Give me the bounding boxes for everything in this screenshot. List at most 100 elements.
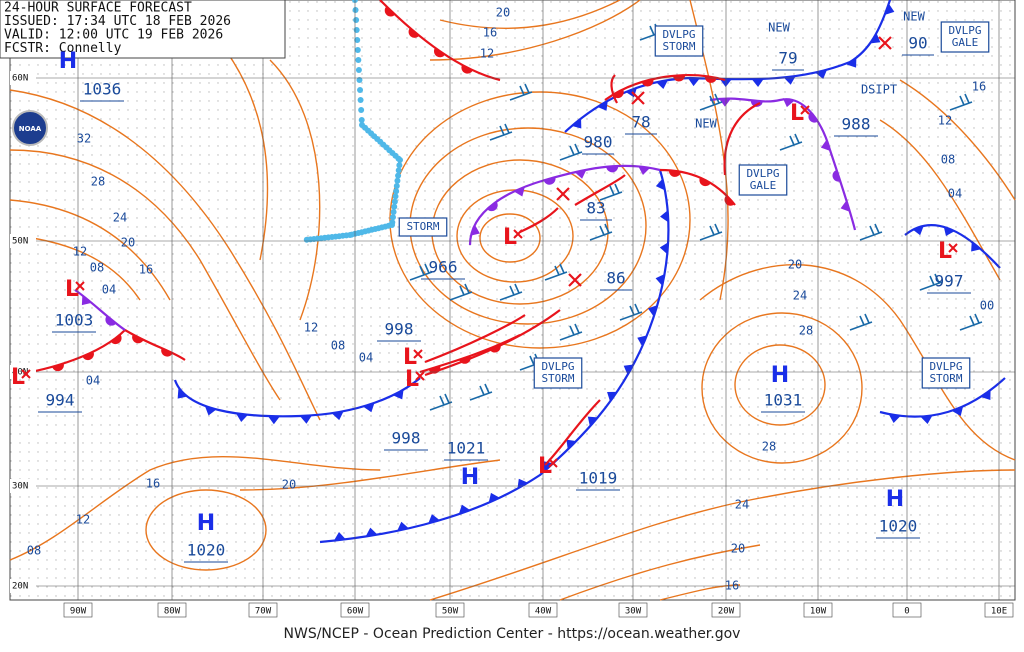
center-symbol: L: [538, 454, 552, 479]
warning-box: [921, 357, 971, 389]
ice-dot: [357, 87, 364, 93]
ice-dot: [356, 77, 363, 83]
center-symbol: H: [59, 49, 77, 74]
occl-front: [74, 289, 126, 331]
front-symbol: [488, 492, 500, 503]
center-symbol: L: [403, 345, 417, 370]
front-symbol: [433, 47, 445, 58]
front-symbol: [888, 414, 901, 423]
front-symbol: [177, 388, 188, 399]
lat-label: 20N: [12, 582, 28, 592]
front-symbol: [566, 439, 577, 450]
isobar-label: 16: [139, 263, 153, 277]
isobar-label: 08: [90, 261, 104, 275]
lon-label-box: [340, 602, 370, 618]
lon-label-box: [435, 602, 465, 618]
front-symbol: [236, 413, 249, 423]
wind-barb: [469, 383, 493, 401]
front-symbol: [408, 28, 420, 38]
center-symbol: H: [461, 465, 479, 490]
front-symbol: [428, 514, 440, 524]
front-symbol: [943, 226, 955, 237]
wind-barb: [509, 83, 533, 101]
warning-box: [533, 357, 583, 389]
wind-barb: [599, 183, 623, 201]
front-symbol: [52, 363, 64, 372]
ice-dot: [394, 177, 401, 184]
note-label: NEW: [768, 21, 790, 35]
ice-dot: [357, 97, 364, 103]
warning-box: [940, 21, 990, 53]
center-cross: [21, 369, 31, 379]
isobar-label: 12: [76, 513, 90, 527]
wind-barb: [919, 273, 943, 291]
front-symbol: [920, 415, 933, 425]
front-symbol: [659, 242, 669, 255]
note-label: DSIPT: [861, 83, 897, 97]
ice-dot: [392, 193, 399, 200]
ice-dot: [395, 167, 402, 174]
position-cross: [878, 36, 892, 50]
warning-label: DVLPG GALE: [948, 24, 981, 49]
ice-dot: [391, 198, 398, 205]
warning-label: DVLPG STORM: [541, 360, 574, 385]
front-symbol: [574, 169, 587, 179]
noaa-logo: NOAA: [12, 110, 48, 146]
front-symbol: [656, 80, 668, 90]
front-symbol: [606, 165, 619, 173]
front-symbol: [637, 335, 647, 347]
front-symbol: [673, 75, 686, 82]
isobar-label: 20: [788, 258, 802, 272]
center-pressure: 997: [935, 272, 964, 291]
front-symbol: [204, 406, 217, 416]
wind-barb: [489, 123, 513, 141]
center-pressure: 1036: [83, 80, 122, 99]
forecast-pressure: 78: [631, 113, 650, 132]
lon-label-box: [892, 602, 922, 618]
wind-barb: [559, 323, 583, 341]
header-line: 24-HOUR SURFACE FORECAST: [4, 1, 192, 16]
wind-barb: [409, 263, 433, 281]
forecast-pressure: 90: [908, 34, 927, 53]
front-symbol: [655, 273, 665, 286]
note-label: NEW: [695, 117, 717, 131]
wind-barb: [559, 143, 583, 161]
ice-dot: [395, 172, 402, 179]
isobar-label: 20: [731, 542, 745, 556]
front-symbol: [641, 79, 654, 87]
isobar-label: 12: [304, 321, 318, 335]
lon-label: 30W: [625, 607, 642, 617]
front-symbol: [884, 3, 895, 15]
front-symbol: [971, 241, 981, 252]
center-pressure: 1003: [55, 311, 94, 330]
wind-barb: [959, 313, 983, 331]
center-symbol: L: [11, 365, 25, 390]
isobar-label: 08: [331, 339, 345, 353]
front-symbol: [980, 389, 991, 400]
isobar-label: 16: [483, 26, 497, 40]
front-symbol: [704, 75, 717, 83]
front-symbol: [820, 139, 831, 151]
wind-barb: [949, 93, 973, 111]
center-pressure: 1031: [764, 391, 803, 410]
isobar-label: 28: [799, 324, 813, 338]
lat-label: 30N: [12, 482, 28, 492]
front-symbol: [543, 177, 556, 185]
warning-box: [654, 25, 704, 57]
front-symbol: [699, 177, 711, 187]
center-cross: [548, 458, 558, 468]
forecast-pressure: 980: [584, 133, 613, 152]
header-line: VALID: 12:00 UTC 19 FEB 2026: [4, 28, 223, 43]
ice-dot: [355, 57, 362, 63]
isobar-label: 12: [480, 47, 494, 61]
center-symbol: H: [886, 487, 904, 512]
front-symbol: [105, 315, 117, 326]
isobar-label: 04: [948, 187, 962, 201]
center-cross: [948, 243, 958, 253]
lon-label: 10E: [991, 607, 1007, 617]
center-pressure: 998: [392, 429, 421, 448]
ice-dot: [355, 67, 362, 73]
center-cross: [75, 281, 85, 291]
lon-label: 50W: [442, 607, 459, 617]
isobars: [9, 0, 1016, 601]
